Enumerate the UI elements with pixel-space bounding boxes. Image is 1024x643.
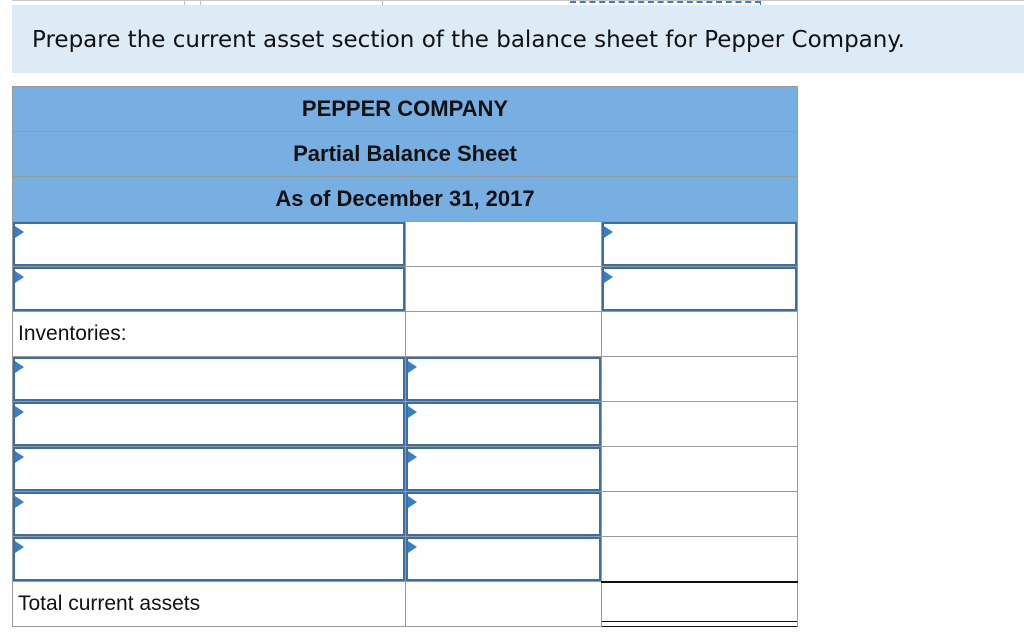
- dropdown-marker-icon: [408, 496, 417, 508]
- dropdown-marker-icon: [408, 406, 417, 418]
- inventory-select-1[interactable]: [12, 356, 406, 402]
- dropdown-marker-icon: [15, 496, 24, 508]
- dropdown-marker-icon: [15, 406, 24, 418]
- dropdown-marker-icon: [408, 361, 417, 373]
- double-underline: [602, 621, 797, 627]
- dropdown-marker-icon: [15, 226, 24, 238]
- total-cell: [601, 536, 798, 582]
- total-cell: [601, 311, 798, 357]
- dropdown-marker-icon: [408, 541, 417, 553]
- focus-outline: [570, 1, 761, 6]
- company-name: PEPPER COMPANY: [12, 86, 798, 132]
- amount-cell: [405, 266, 602, 312]
- amount-cell: [405, 311, 602, 357]
- total-input-1[interactable]: [601, 221, 798, 267]
- dropdown-marker-icon: [15, 541, 24, 553]
- inventory-select-3[interactable]: [12, 446, 406, 492]
- top-strip: [12, 0, 1024, 6]
- balance-sheet-table: PEPPER COMPANY Partial Balance Sheet As …: [12, 86, 798, 627]
- inventory-amount-input-2[interactable]: [405, 401, 602, 447]
- dropdown-marker-icon: [15, 271, 24, 283]
- account-select-1[interactable]: [12, 221, 406, 267]
- total-current-assets-input[interactable]: [601, 580, 798, 627]
- account-select-2[interactable]: [12, 266, 406, 312]
- inventory-select-2[interactable]: [12, 401, 406, 447]
- amount-cell: [405, 581, 602, 627]
- tab-divider: [184, 1, 185, 5]
- total-cell: [601, 491, 798, 537]
- dropdown-marker-icon: [408, 451, 417, 463]
- amount-cell: [405, 221, 602, 267]
- total-cell: [601, 401, 798, 447]
- tab-divider: [382, 1, 383, 5]
- total-current-assets-label: Total current assets: [12, 581, 406, 627]
- tab-divider: [200, 1, 201, 5]
- inventory-amount-input-1[interactable]: [405, 356, 602, 402]
- inventory-select-5[interactable]: [12, 536, 406, 582]
- inventory-amount-input-5[interactable]: [405, 536, 602, 582]
- total-cell: [601, 446, 798, 492]
- inventory-amount-input-4[interactable]: [405, 491, 602, 537]
- total-cell: [601, 356, 798, 402]
- dropdown-marker-icon: [604, 271, 613, 283]
- dropdown-marker-icon: [604, 226, 613, 238]
- inventories-label: Inventories:: [12, 311, 406, 357]
- inventory-amount-input-3[interactable]: [405, 446, 602, 492]
- total-input-2[interactable]: [601, 266, 798, 312]
- statement-date: As of December 31, 2017: [12, 176, 798, 222]
- dropdown-marker-icon: [15, 451, 24, 463]
- question-prompt: Prepare the current asset section of the…: [12, 5, 1024, 73]
- dropdown-marker-icon: [15, 361, 24, 373]
- inventory-select-4[interactable]: [12, 491, 406, 537]
- statement-title: Partial Balance Sheet: [12, 131, 798, 177]
